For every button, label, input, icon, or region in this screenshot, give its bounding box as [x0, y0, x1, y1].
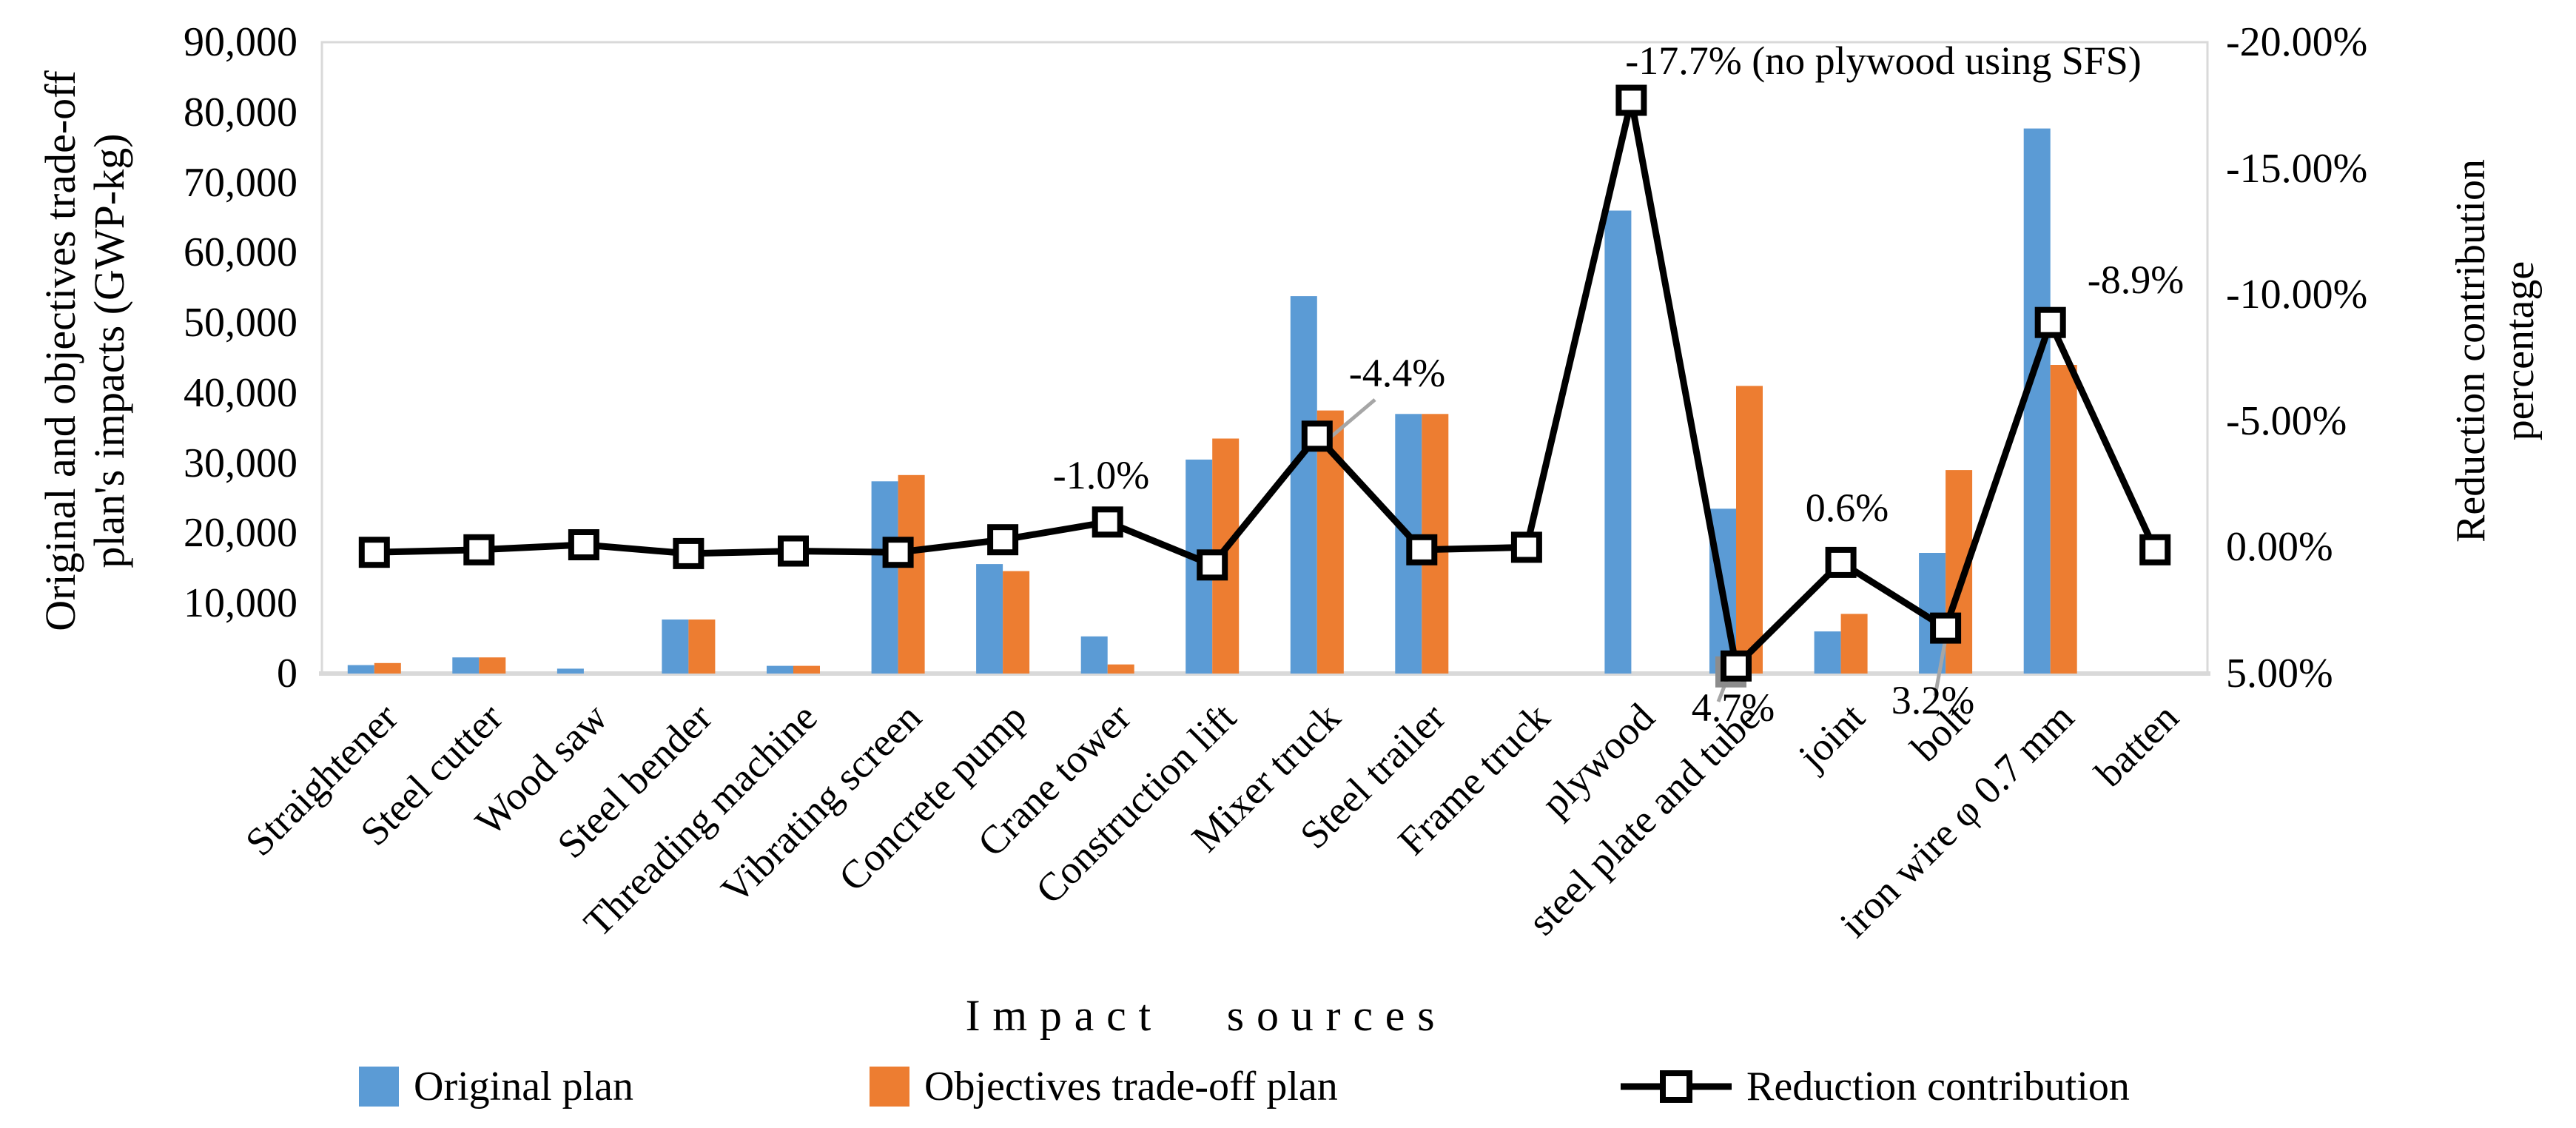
line-marker-open-square: [987, 524, 1019, 556]
bar-original-plan: [556, 668, 584, 674]
data-annotation: -8.9%: [2087, 258, 2185, 302]
left-axis-tick-label: 40,000: [184, 369, 297, 416]
line-marker-open-square: [673, 537, 704, 569]
line-marker-open-square: [358, 537, 390, 568]
bar-tradeoff-plan: [2050, 365, 2077, 674]
annotation-leader-line: [1933, 634, 1948, 696]
line-marker-open-square: [2139, 534, 2171, 565]
line-marker-open-square: [568, 529, 599, 560]
left-axis-tick-label: 20,000: [184, 510, 297, 557]
left-axis-tick-label: 50,000: [184, 300, 297, 346]
legend-item-reduction-contribution: Reduction contribution: [1621, 1057, 2130, 1116]
line-marker-open-square: [1406, 534, 1438, 565]
line-marker-open-square: [2034, 306, 2066, 338]
bar-tradeoff-plan: [1840, 614, 1868, 674]
bar-original-plan: [767, 665, 793, 674]
line-marker-open-square: [1615, 84, 1647, 116]
bar-original-plan: [1604, 210, 1632, 674]
legend-swatch-tradeoff-plan: [870, 1067, 909, 1107]
legend-line-marker-icon: [1621, 1070, 1732, 1103]
left-axis-tick-label: 60,000: [184, 229, 297, 276]
line-marker-open-square: [1930, 612, 1962, 644]
right-axis-tick-label: -5.00%: [2226, 397, 2347, 444]
reduction-contribution-line: [374, 97, 2159, 670]
bar-original-plan: [871, 481, 898, 674]
left-axis-tick-label: 30,000: [184, 440, 297, 486]
legend-swatch-original-plan: [359, 1067, 399, 1107]
line-marker-open-square: [1510, 531, 1542, 563]
bar-tradeoff-plan: [1736, 386, 1763, 674]
data-annotation: 4.7%: [1691, 685, 1775, 730]
line-marker-open-square: [882, 537, 914, 568]
legend-label-reduction-contribution: Reduction contribution: [1746, 1064, 2130, 1109]
x-axis-title: Impact sources: [965, 991, 1447, 1040]
bar-original-plan: [452, 657, 480, 674]
right-axis-tick-label: 0.00%: [2226, 524, 2333, 571]
data-annotation: 0.6%: [1805, 486, 1889, 530]
bar-tradeoff-plan: [898, 474, 925, 674]
left-axis-tick-label: 10,000: [184, 580, 297, 627]
legend-item-original-plan: Original plan: [359, 1057, 633, 1116]
data-annotation: 3.2%: [1891, 678, 1975, 722]
data-annotation: -17.7% (no plywood using SFS): [1625, 38, 2142, 83]
bar-tradeoff-plan: [1003, 571, 1030, 674]
left-axis-tick-label: 80,000: [184, 89, 297, 135]
line-marker-open-square: [1197, 549, 1228, 581]
left-axis-tick-label: 0: [277, 651, 297, 696]
line-marker-open-square: [463, 534, 495, 565]
bar-original-plan: [347, 665, 374, 674]
bar-tradeoff-plan: [688, 620, 716, 674]
legend-label-original-plan: Original plan: [414, 1064, 634, 1109]
right-axis-tick-label: -20.00%: [2226, 19, 2368, 65]
line-marker-open-square: [1301, 420, 1333, 452]
data-annotation: -4.4%: [1348, 351, 1446, 395]
left-axis-tick-label: 90,000: [184, 19, 297, 65]
bar-original-plan: [1080, 636, 1108, 674]
plot-border: [320, 41, 2209, 675]
left-axis-tick-label: 70,000: [184, 159, 297, 206]
bar-original-plan: [2023, 128, 2051, 674]
right-axis-tick-label: 5.00%: [2226, 651, 2333, 696]
line-marker-open-square: [778, 535, 809, 567]
bar-original-plan: [662, 620, 689, 674]
bar-original-plan: [976, 564, 1003, 674]
line-marker-open-square: [1825, 546, 1857, 578]
data-annotation: -1.0%: [1052, 453, 1150, 497]
right-axis-tick-label: -15.00%: [2226, 145, 2368, 192]
line-marker-open-square: [1721, 650, 1752, 682]
bar-tradeoff-plan: [479, 657, 506, 674]
bar-original-plan: [1814, 631, 1841, 674]
line-marker-open-square: [1092, 506, 1123, 538]
bar-original-plan: [1290, 296, 1317, 674]
bar-tradeoff-plan: [793, 665, 820, 674]
bar-tradeoff-plan: [374, 662, 401, 674]
bar-tradeoff-plan: [1107, 664, 1134, 674]
legend-label-tradeoff-plan: Objectives trade-off plan: [924, 1064, 1338, 1109]
legend-item-tradeoff-plan: Objectives trade-off plan: [870, 1057, 1338, 1116]
right-axis-tick-label: -10.00%: [2226, 272, 2368, 318]
